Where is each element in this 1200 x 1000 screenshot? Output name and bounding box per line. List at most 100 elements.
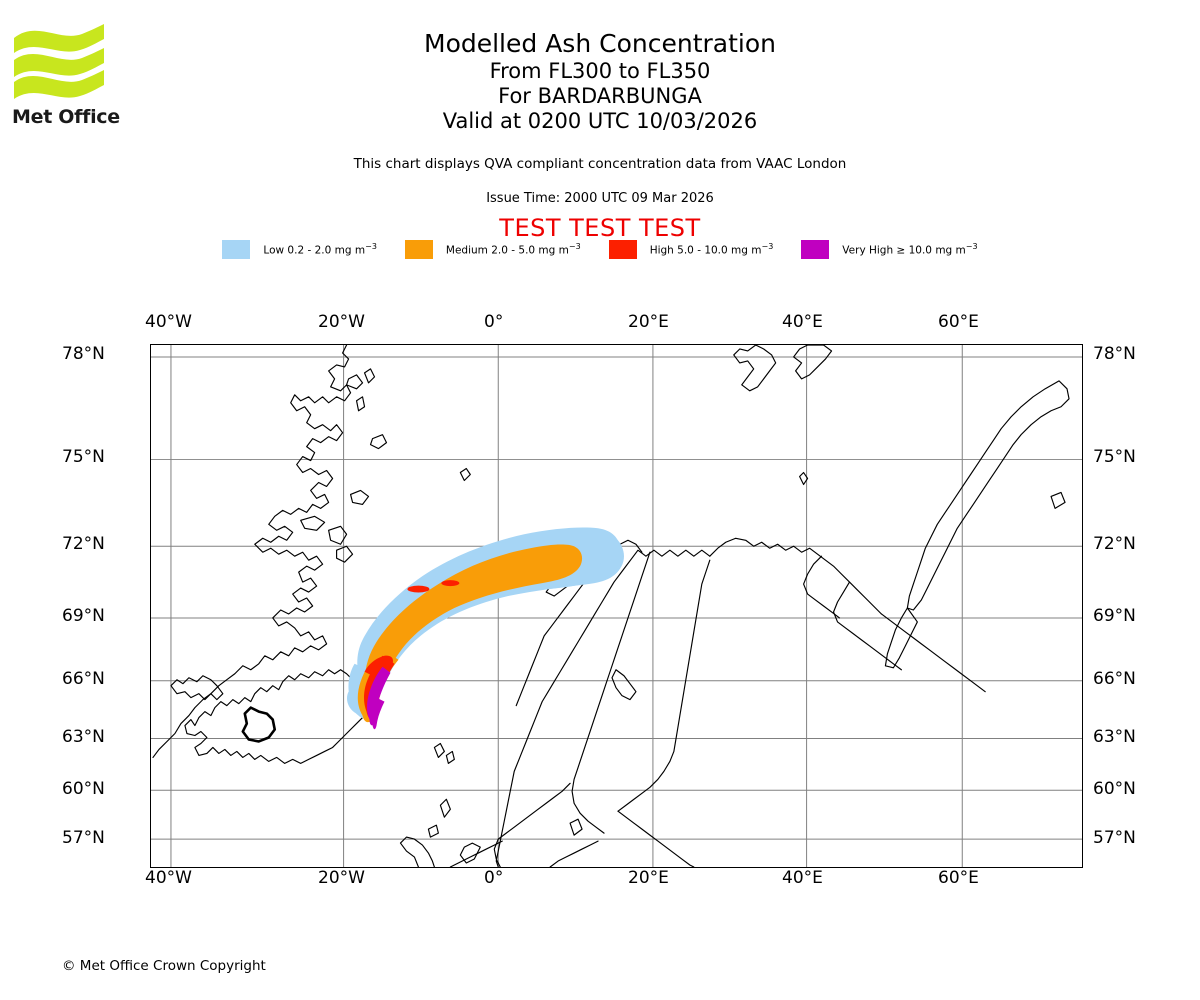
coastline-north-cape (709, 537, 883, 615)
coastline-gotland (569, 818, 583, 836)
legend-item-high: High 5.0 - 10.0 mg m−3 (608, 240, 774, 259)
coastline-greenland-island-4 (349, 489, 370, 505)
coastline-faroes (433, 742, 445, 758)
chart-strapline: This chart displays QVA compliant concen… (353, 156, 847, 172)
met-office-wordmark: Met Office (12, 106, 120, 128)
coastline-greenland-scoresby (300, 515, 326, 531)
lon-tick-top-5: 60°E (938, 312, 979, 332)
coastline-svalbard-nordaustlandet (793, 345, 833, 380)
lon-tick-top-0: 40°W (145, 312, 192, 332)
lat-tick-right-6: 60°N (1093, 779, 1136, 799)
title-volcano: For BARDARBUNGA (498, 84, 702, 108)
coastline-greenland-island-3 (369, 434, 388, 450)
lon-tick-top-4: 40°E (782, 312, 823, 332)
lon-tick-top-2: 0° (484, 312, 504, 332)
concentration-legend: Low 0.2 - 2.0 mg m−3 Medium 2.0 - 5.0 mg… (0, 240, 1200, 259)
coastline-gulf-bothnia-west (571, 551, 651, 834)
lat-tick-left-2: 72°N (62, 534, 105, 554)
coastlines (152, 345, 1070, 867)
lon-tick-top-1: 20°W (318, 312, 365, 332)
lat-tick-right-0: 78°N (1093, 344, 1136, 364)
copyright-notice: © Met Office Crown Copyright (62, 958, 266, 974)
legend-label-medium: Medium 2.0 - 5.0 mg m−3 (445, 242, 581, 257)
met-office-waves-icon (14, 24, 104, 99)
title-valid-time: Valid at 0200 UTC 10/03/2026 (442, 109, 758, 133)
title-flight-levels: From FL300 to FL350 (489, 59, 711, 83)
legend-label-very-high: Very High ≥ 10.0 mg m−3 (842, 242, 978, 257)
lat-tick-left-5: 63°N (62, 727, 105, 747)
coastline-svalbard-spitsbergen (733, 345, 777, 392)
lon-tick-bottom-0: 40°W (145, 868, 192, 888)
legend-label-high: High 5.0 - 10.0 mg m−3 (649, 242, 774, 257)
lat-tick-right-2: 72°N (1093, 534, 1136, 554)
map-canvas (151, 345, 1082, 867)
coastline-iceland (184, 669, 372, 764)
lat-tick-right-1: 75°N (1093, 447, 1136, 467)
lat-tick-left-3: 69°N (62, 606, 105, 626)
coastline-greenland-fjords (346, 374, 364, 390)
issue-time-label: Issue Time: 2000 UTC 09 Mar 2026 (486, 191, 714, 206)
ash-contour-medium (365, 544, 583, 702)
page-title: Modelled Ash Concentration (424, 29, 776, 58)
coastline-greenland (152, 345, 352, 758)
lon-tick-bottom-2: 0° (484, 868, 504, 888)
coastline-poland (549, 840, 599, 867)
coastline-denmark (449, 840, 503, 867)
lon-tick-bottom-3: 20°E (628, 868, 669, 888)
lon-tick-top-3: 20°E (628, 312, 669, 332)
ash-concentration-map[interactable] (150, 344, 1083, 868)
lat-tick-right-5: 63°N (1093, 727, 1136, 747)
coastline-novaya-zemlya (906, 380, 1070, 611)
coastline-gulf-bothnia-east (617, 559, 711, 812)
coastline-greenland-island-1 (363, 368, 376, 384)
coastline-greenland-island-5 (336, 545, 354, 563)
legend-item-low: Low 0.2 - 2.0 mg m−3 (222, 240, 377, 259)
lat-tick-left-0: 78°N (62, 344, 105, 364)
met-office-logo: Met Office (10, 22, 130, 128)
lon-tick-bottom-5: 60°E (938, 868, 979, 888)
coastline-iceland-glacier (241, 706, 277, 743)
legend-label-low: Low 0.2 - 2.0 mg m−3 (263, 242, 377, 257)
ash-contour-high-patch-1 (407, 585, 430, 593)
coastline-kolguyev (1050, 491, 1066, 509)
coastline-baltic-states (617, 810, 695, 867)
lat-tick-right-7: 57°N (1093, 828, 1136, 848)
lat-tick-right-3: 69°N (1093, 606, 1136, 626)
ash-plume (347, 527, 624, 730)
coastline-scandinavia (495, 549, 711, 867)
coastline-bear-island (799, 471, 809, 486)
lat-tick-right-4: 66°N (1093, 669, 1136, 689)
coastline-jan-mayen (459, 467, 471, 482)
lat-tick-left-4: 66°N (62, 669, 105, 689)
coastline-faroes-2 (445, 750, 455, 764)
legend-swatch-very-high (801, 240, 830, 259)
legend-item-medium: Medium 2.0 - 5.0 mg m−3 (404, 240, 581, 259)
map-gridlines (151, 345, 1082, 867)
coastline-greenland-peninsula (328, 525, 348, 545)
coastline-greenland-island-2 (355, 396, 366, 412)
coastline-white-sea (880, 613, 986, 693)
coastline-novaya-zemlya-south (884, 607, 918, 669)
coastline-iceland-westfjords (170, 675, 224, 701)
coastline-white-sea-inner (832, 581, 902, 671)
ash-contour-high-cap (364, 655, 394, 676)
coastline-denmark-2 (459, 842, 481, 864)
legend-item-very-high: Very High ≥ 10.0 mg m−3 (801, 240, 978, 259)
legend-swatch-high (608, 240, 637, 259)
lon-tick-bottom-1: 20°W (318, 868, 365, 888)
coastline-shetland (439, 798, 451, 818)
legend-swatch-low (222, 240, 251, 259)
ash-contour-high-patch-2 (441, 580, 460, 587)
lat-tick-left-1: 75°N (62, 447, 105, 467)
chart-title-block: Modelled Ash Concentration From FL300 to… (0, 28, 1200, 134)
test-banner: TEST TEST TEST (499, 214, 701, 242)
coastline-orkney (427, 824, 439, 838)
coastline-sweden-east (493, 782, 571, 867)
legend-swatch-medium (404, 240, 433, 259)
coastline-scotland (399, 836, 435, 867)
lat-tick-left-6: 60°N (62, 779, 105, 799)
lon-tick-bottom-4: 40°E (782, 868, 823, 888)
coastline-finland-lakes (611, 669, 637, 701)
lat-tick-left-7: 57°N (62, 828, 105, 848)
ash-contour-very-high-core (371, 697, 385, 730)
